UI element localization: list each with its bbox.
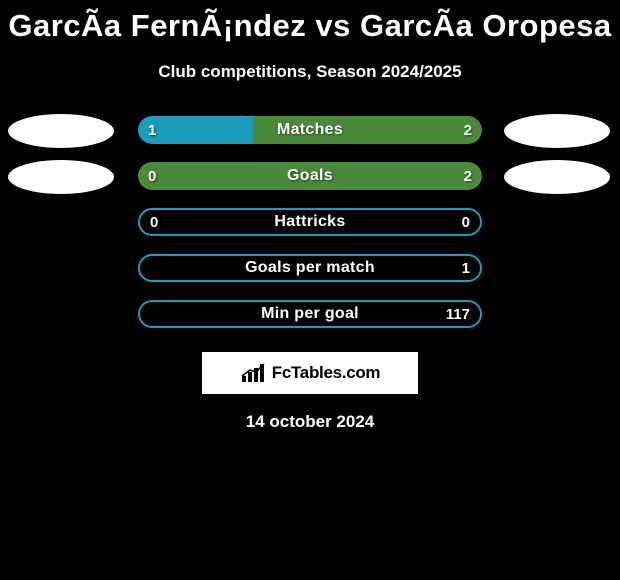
- stat-bar: Min per goal117: [138, 300, 482, 328]
- stat-rows: Matches12 Goals02 Hattricks0 0 Goals per mat…: [0, 112, 620, 342]
- stat-row: Goals per match1: [0, 250, 620, 296]
- stat-value-right: 117: [446, 302, 470, 326]
- bar-segment-right: [138, 162, 482, 190]
- page-root: GarcÃ­a FernÃ¡ndez vs GarcÃ­a Oropesa Cl…: [0, 0, 620, 580]
- stat-row: Goals02: [0, 158, 620, 204]
- player-avatar-left: [8, 160, 114, 194]
- player-avatar-right: [504, 160, 610, 194]
- stat-label: Hattricks: [140, 210, 480, 234]
- bar-segment-left: [138, 116, 253, 144]
- stat-label: Goals per match: [140, 256, 480, 280]
- stat-row: Hattricks0 0: [0, 204, 620, 250]
- stat-row: Min per goal117: [0, 296, 620, 342]
- stat-bar: Hattricks0 0: [138, 208, 482, 236]
- stat-bar: Goals per match1: [138, 254, 482, 282]
- logo-box[interactable]: FcTables.com: [202, 352, 418, 394]
- chart-icon: [240, 362, 266, 384]
- bar-segment-right: [253, 116, 482, 144]
- date-text: 14 october 2024: [0, 412, 620, 432]
- stat-value-right: 1: [462, 256, 470, 280]
- player-avatar-left: [8, 114, 114, 148]
- logo-text: FcTables.com: [272, 363, 381, 383]
- stat-value-left: 0: [150, 210, 158, 234]
- stat-row: Matches12: [0, 112, 620, 158]
- stat-label: Min per goal: [140, 302, 480, 326]
- page-title: GarcÃ­a FernÃ¡ndez vs GarcÃ­a Oropesa: [0, 0, 620, 44]
- page-subtitle: Club competitions, Season 2024/2025: [0, 62, 620, 82]
- stat-value-right: 0: [462, 210, 470, 234]
- player-avatar-right: [504, 114, 610, 148]
- stat-bar: Matches12: [138, 116, 482, 144]
- stat-bar: Goals02: [138, 162, 482, 190]
